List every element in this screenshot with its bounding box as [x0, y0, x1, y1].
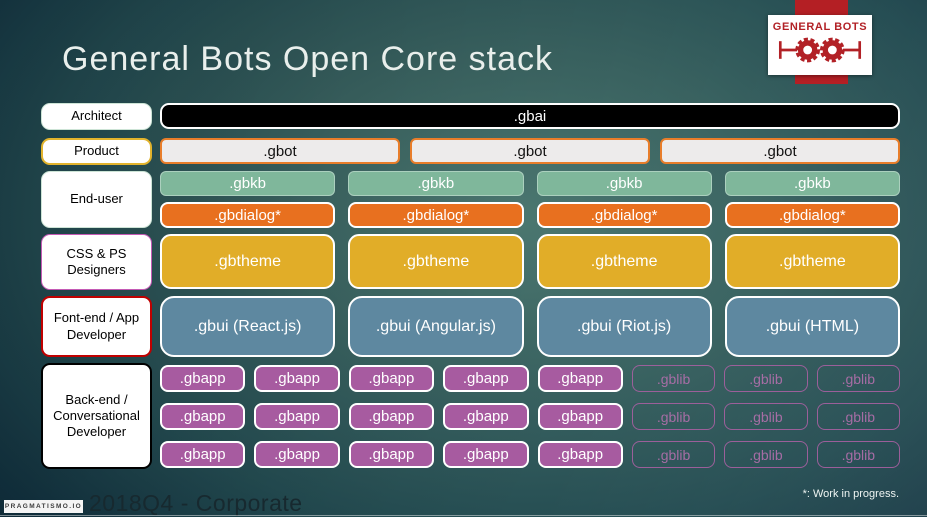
- gbkb-block: .gbkb: [348, 171, 524, 196]
- gbtheme-block: .gbtheme: [160, 234, 336, 289]
- role-label-css-ps: CSS & PS Designers: [41, 234, 152, 290]
- stack-row-gbkb: .gbkb .gbkb .gbkb .gbkb: [160, 171, 900, 196]
- role-label-end-user: End-user: [41, 171, 152, 228]
- bottom-divider: [0, 515, 927, 516]
- gbot-block: .gbot: [410, 138, 650, 164]
- gears-icon: [776, 35, 864, 70]
- stack-row-gbapp-1: .gbapp .gbapp .gbapp .gbapp .gbapp .gblib .gbl…: [160, 365, 900, 392]
- gblib-block: .gblib: [724, 441, 808, 468]
- gbapp-block: .gbapp: [348, 365, 435, 392]
- gbtheme-block: .gbtheme: [348, 234, 524, 289]
- gbapp-block: .gbapp: [537, 403, 623, 430]
- gbapp-block: .gbapp: [348, 403, 435, 430]
- gblib-block: .gblib: [724, 365, 808, 392]
- gbapp-block: .gbapp: [254, 365, 340, 392]
- role-label-back-end: Back-end / Conversational Developer: [41, 363, 152, 469]
- stack-row-gbui: .gbui (React.js) .gbui (Angular.js) .gbui …: [160, 296, 900, 357]
- gbapp-block: .gbapp: [443, 441, 529, 468]
- gbkb-block: .gbkb: [536, 171, 712, 196]
- gbapp-block: .gbapp: [160, 365, 246, 392]
- gblib-block: .gblib: [631, 403, 716, 430]
- gbapp-block: .gbapp: [254, 403, 340, 430]
- stack-row-gbai: .gbai: [160, 103, 900, 129]
- gblib-block: .gblib: [816, 441, 900, 468]
- gbapp-block: .gbapp: [160, 403, 246, 430]
- gbapp-block: .gbapp: [443, 403, 529, 430]
- role-label-product: Product: [41, 138, 152, 165]
- gbapp-block: .gbapp: [254, 441, 340, 468]
- gbot-block: .gbot: [660, 138, 900, 164]
- gbui-block: .gbui (React.js): [160, 296, 336, 357]
- gbdialog-block: .gbdialog*: [536, 202, 712, 228]
- gbkb-block: .gbkb: [160, 171, 336, 196]
- logo-text: GENERAL BOTS: [772, 20, 868, 33]
- stack-row-gbapp-3: .gbapp .gbapp .gbapp .gbapp .gbapp .gblib .gbl…: [160, 441, 900, 468]
- gbapp-block: .gbapp: [537, 441, 623, 468]
- gbapp-block: .gbapp: [443, 365, 529, 392]
- role-label-front-end: Font-end / App Developer: [41, 296, 152, 357]
- gbtheme-block: .gbtheme: [724, 234, 900, 289]
- stack-row-gbdialog: .gbdialog* .gbdialog* .gbdialog* .gbdialog*: [160, 202, 900, 228]
- gbdialog-block: .gbdialog*: [724, 202, 900, 228]
- gbapp-block: .gbapp: [160, 441, 246, 468]
- gblib-block: .gblib: [631, 365, 716, 392]
- stack-row-gbtheme: .gbtheme .gbtheme .gbtheme .gbtheme: [160, 234, 900, 289]
- gbai-block: .gbai: [160, 103, 900, 129]
- role-label-architect: Architect: [41, 103, 152, 130]
- gblib-block: .gblib: [724, 403, 808, 430]
- gbui-block: .gbui (Angular.js): [348, 296, 524, 357]
- gbapp-block: .gbapp: [537, 365, 623, 392]
- gbui-block: .gbui (Riot.js): [536, 296, 712, 357]
- footer-label: 2018Q4 - Corporate: [89, 490, 303, 516]
- gblib-block: .gblib: [816, 403, 900, 430]
- gbdialog-block: .gbdialog*: [348, 202, 524, 228]
- pragmatismo-badge: PRAGMATISMO.IO: [4, 500, 83, 513]
- page-title: General Bots Open Core stack: [62, 40, 554, 78]
- gbapp-block: .gbapp: [348, 441, 435, 468]
- work-in-progress-note: *: Work in progress.: [802, 488, 899, 500]
- gbui-block: .gbui (HTML): [724, 296, 900, 357]
- stack-row-gbapp-2: .gbapp .gbapp .gbapp .gbapp .gbapp .gblib .gbl…: [160, 403, 900, 430]
- gbot-block: .gbot: [160, 138, 400, 164]
- gbdialog-block: .gbdialog*: [160, 202, 336, 228]
- gblib-block: .gblib: [631, 441, 716, 468]
- general-bots-logo: GENERAL BOTS: [768, 15, 872, 75]
- gblib-block: .gblib: [816, 365, 900, 392]
- gbtheme-block: .gbtheme: [536, 234, 712, 289]
- gbkb-block: .gbkb: [724, 171, 900, 196]
- stack-row-gbot: .gbot .gbot .gbot: [160, 138, 900, 164]
